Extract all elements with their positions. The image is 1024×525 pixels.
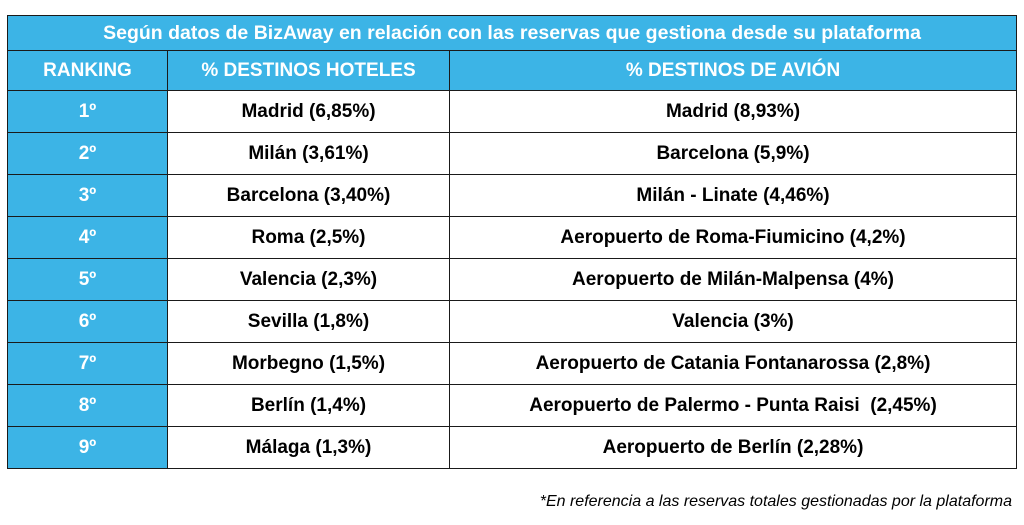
hotel-cell: Berlín (1,4%) bbox=[167, 384, 450, 427]
table-row: 2º Milán (3,61%) Barcelona (5,9%) bbox=[7, 132, 1018, 175]
rank-cell: 6º bbox=[7, 300, 168, 343]
table-row: 8º Berlín (1,4%) Aeropuerto de Palermo -… bbox=[7, 384, 1018, 427]
header-hoteles: % DESTINOS HOTELES bbox=[167, 50, 450, 91]
table-row: 4º Roma (2,5%) Aeropuerto de Roma-Fiumic… bbox=[7, 216, 1018, 259]
rank-cell: 2º bbox=[7, 132, 168, 175]
table-row: 9º Málaga (1,3%) Aeropuerto de Berlín (2… bbox=[7, 426, 1018, 469]
avion-cell: Milán - Linate (4,46%) bbox=[448, 174, 1018, 217]
ranking-table: Según datos de BizAway en relación con l… bbox=[6, 15, 1018, 469]
rank-cell: 8º bbox=[7, 384, 168, 427]
avion-cell: Aeropuerto de Roma-Fiumicino (4,2%) bbox=[448, 216, 1018, 259]
avion-cell: Valencia (3%) bbox=[448, 300, 1018, 343]
header-ranking: RANKING bbox=[7, 50, 168, 91]
rank-cell: 9º bbox=[7, 426, 168, 469]
table-row: 3º Barcelona (3,40%) Milán - Linate (4,4… bbox=[7, 174, 1018, 217]
avion-cell: Madrid (8,93%) bbox=[448, 90, 1018, 133]
hotel-cell: Barcelona (3,40%) bbox=[167, 174, 450, 217]
avion-cell: Barcelona (5,9%) bbox=[448, 132, 1018, 175]
avion-cell: Aeropuerto de Berlín (2,28%) bbox=[448, 426, 1018, 469]
hotel-cell: Valencia (2,3%) bbox=[167, 258, 450, 301]
table-title: Según datos de BizAway en relación con l… bbox=[6, 15, 1018, 51]
table-row: 7º Morbegno (1,5%) Aeropuerto de Catania… bbox=[7, 342, 1018, 385]
table-row: 6º Sevilla (1,8%) Valencia (3%) bbox=[7, 300, 1018, 343]
table-row: 1º Madrid (6,85%) Madrid (8,93%) bbox=[7, 90, 1018, 133]
rank-cell: 4º bbox=[7, 216, 168, 259]
hotel-cell: Sevilla (1,8%) bbox=[167, 300, 450, 343]
rank-cell: 7º bbox=[7, 342, 168, 385]
avion-cell: Aeropuerto de Milán-Malpensa (4%) bbox=[448, 258, 1018, 301]
rank-cell: 3º bbox=[7, 174, 168, 217]
footnote: *En referencia a las reservas totales ge… bbox=[539, 493, 1012, 510]
rank-cell: 5º bbox=[7, 258, 168, 301]
rank-cell: 1º bbox=[7, 90, 168, 133]
hotel-cell: Málaga (1,3%) bbox=[167, 426, 450, 469]
title-row: Según datos de BizAway en relación con l… bbox=[6, 15, 1018, 51]
table-row: 5º Valencia (2,3%) Aeropuerto de Milán-M… bbox=[7, 258, 1018, 301]
header-row: RANKING % DESTINOS HOTELES % DESTINOS DE… bbox=[7, 50, 1018, 91]
hotel-cell: Madrid (6,85%) bbox=[167, 90, 450, 133]
ranking-table-container: Según datos de BizAway en relación con l… bbox=[6, 15, 1018, 469]
hotel-cell: Morbegno (1,5%) bbox=[167, 342, 450, 385]
hotel-cell: Milán (3,61%) bbox=[167, 132, 450, 175]
hotel-cell: Roma (2,5%) bbox=[167, 216, 450, 259]
avion-cell: Aeropuerto de Palermo - Punta Raisi (2,4… bbox=[448, 384, 1018, 427]
avion-cell: Aeropuerto de Catania Fontanarossa (2,8%… bbox=[448, 342, 1018, 385]
header-avion: % DESTINOS DE AVIÓN bbox=[448, 50, 1018, 91]
